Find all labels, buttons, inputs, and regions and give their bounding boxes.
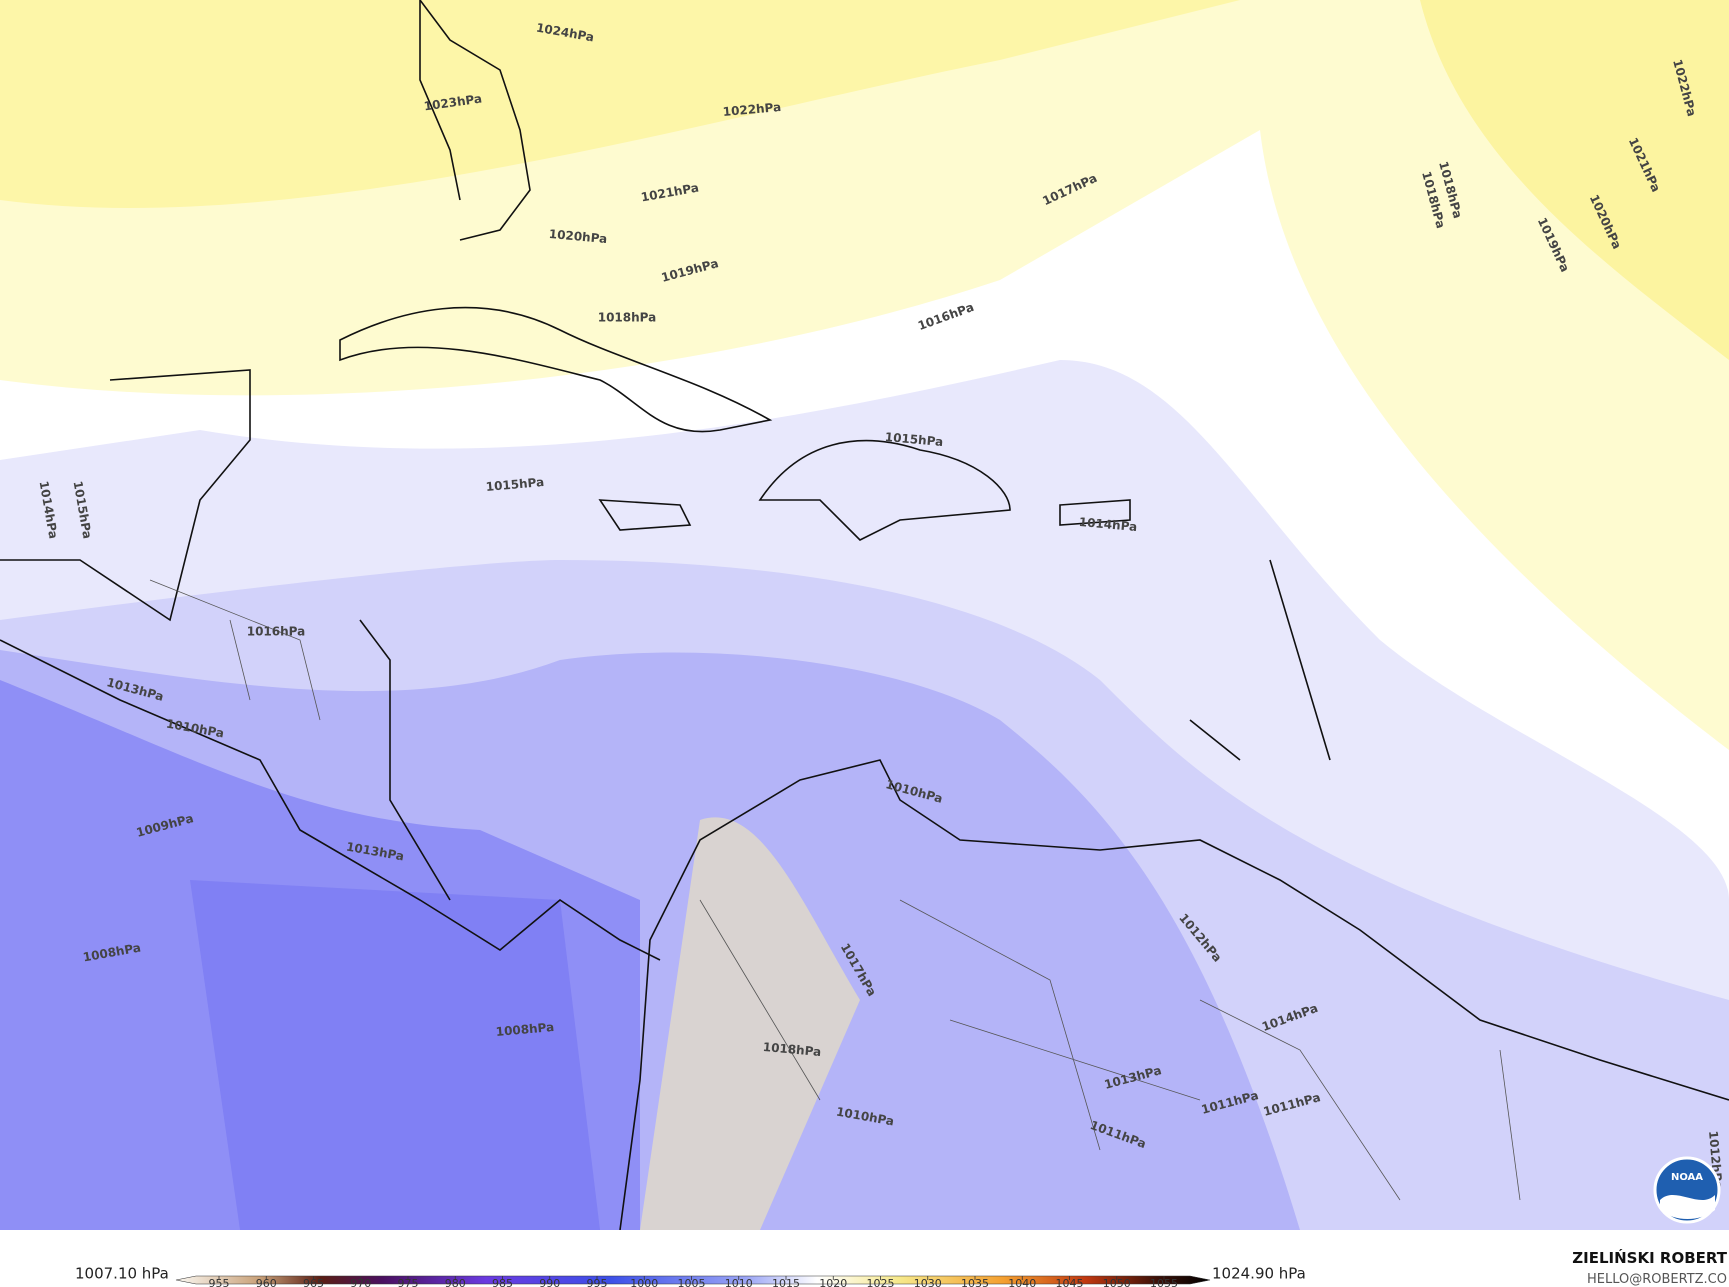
colorbar-tick-label: 1030 [914, 1277, 942, 1287]
colorbar-tick-label: 1035 [961, 1277, 989, 1287]
contour-label: 1018hPa [598, 311, 657, 325]
colorbar-tick-label: 1055 [1150, 1277, 1178, 1287]
colorbar-tick-label: 1005 [678, 1277, 706, 1287]
colorbar-tick-label: 995 [587, 1277, 608, 1287]
colorbar-tick-label: 1050 [1103, 1277, 1131, 1287]
colorbar-ticks: 955 960 965 970 975 980 985 990 995 1000 1005 1010 1… [209, 1276, 1178, 1287]
colorbar-tick-label: 1015 [772, 1277, 800, 1287]
contour-label: 1015hPa [485, 475, 545, 494]
contour-label: 1020hPa [548, 227, 608, 246]
colorbar-max-label: 1024.90 hPa [1212, 1265, 1306, 1283]
borders [149, 579, 1521, 1201]
colorbar-tick-label: 1020 [819, 1277, 847, 1287]
contour-label: 1008hPa [495, 1020, 555, 1039]
coastlines [0, 0, 1729, 1231]
colorbar-tick-label: 1000 [630, 1277, 658, 1287]
colorbar-min-label: 1007.10 hPa [75, 1265, 169, 1283]
colorbar [175, 1275, 1211, 1285]
colorbar-tick-label: 965 [303, 1277, 324, 1287]
noaa-logo: NOAA [1653, 1156, 1721, 1224]
credit-email: HELLO@ROBERTZ.CO [1587, 1272, 1727, 1287]
contour-label: 1022hPa [722, 100, 782, 119]
contour-label: 1014hPa [1078, 515, 1138, 534]
contour-label: 1018hPa [762, 1040, 822, 1059]
colorbar-tick-label: 955 [209, 1277, 230, 1287]
map-field [0, 0, 1729, 1230]
colorbar-tick-label: 970 [350, 1277, 371, 1287]
colorbar-tick-label: 1025 [867, 1277, 895, 1287]
colorbar-tick-label: 1040 [1008, 1277, 1036, 1287]
colorbar-tick-label: 985 [492, 1277, 513, 1287]
credit-name: ZIELIŃSKI ROBERT [1572, 1248, 1727, 1267]
svg-text:NOAA: NOAA [1671, 1172, 1703, 1183]
contour-label: 1015hPa [884, 430, 944, 449]
colorbar-tick-label: 960 [256, 1277, 277, 1287]
colorbar-tick-label: 1045 [1056, 1277, 1084, 1287]
colorbar-tick-label: 1010 [725, 1277, 753, 1287]
colorbar-tick-label: 990 [539, 1277, 560, 1287]
colorbar-tick-label: 975 [398, 1277, 419, 1287]
contour-label: 1016hPa [247, 625, 306, 639]
colorbar-tick-label: 980 [445, 1277, 466, 1287]
